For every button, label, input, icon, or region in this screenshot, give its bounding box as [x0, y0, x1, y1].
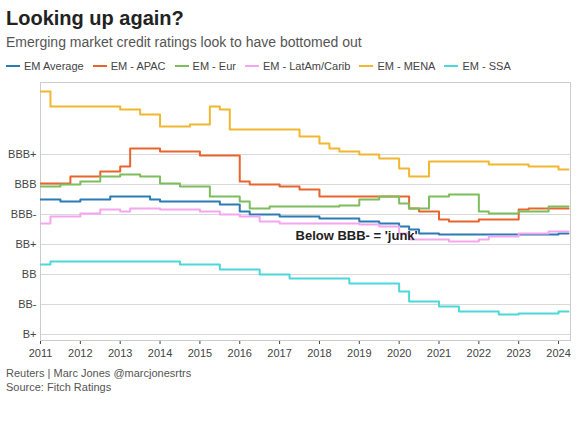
svg-text:2018: 2018	[307, 347, 331, 359]
svg-text:2021: 2021	[427, 347, 451, 359]
svg-text:BBB-: BBB-	[11, 208, 37, 220]
svg-text:2011: 2011	[29, 347, 53, 359]
svg-text:Below BBB- = 'junk': Below BBB- = 'junk'	[296, 228, 418, 243]
html-text:Looking up again?: Looking up again?	[6, 7, 184, 29]
html-text:EM Average: EM Average	[24, 60, 84, 72]
svg-text:2015: 2015	[188, 347, 212, 359]
svg-text:B+: B+	[23, 328, 37, 340]
html-text:EM - MENA: EM - MENA	[377, 60, 436, 72]
svg-text:2012: 2012	[68, 347, 92, 359]
svg-text:2017: 2017	[267, 347, 291, 359]
svg-text:BBB+: BBB+	[8, 148, 36, 160]
svg-text:BB+: BB+	[15, 238, 36, 250]
svg-text:BB: BB	[22, 268, 37, 280]
html-text:EM - Eur: EM - Eur	[192, 60, 236, 72]
html-text:Source: Fitch Ratings: Source: Fitch Ratings	[6, 381, 112, 393]
svg-text:2019: 2019	[347, 347, 371, 359]
svg-text:2013: 2013	[108, 347, 132, 359]
svg-text:2023: 2023	[506, 347, 530, 359]
html-text:EM - LatAm/Carib: EM - LatAm/Carib	[263, 60, 351, 72]
html-text:Reuters | Marc Jones @marcjone: Reuters | Marc Jones @marcjonesrtrs	[6, 367, 192, 379]
html-text:EM - APAC: EM - APAC	[110, 60, 166, 72]
html-text:EM - SSA: EM - SSA	[462, 60, 511, 72]
svg-text:2024: 2024	[546, 347, 570, 359]
svg-text:2014: 2014	[148, 347, 172, 359]
svg-text:2020: 2020	[387, 347, 411, 359]
svg-text:BB-: BB-	[18, 298, 37, 310]
svg-text:BBB: BBB	[14, 178, 36, 190]
html-text:Emerging market credit ratings: Emerging market credit ratings look to h…	[6, 34, 362, 50]
svg-text:2016: 2016	[228, 347, 252, 359]
svg-text:2022: 2022	[467, 347, 491, 359]
